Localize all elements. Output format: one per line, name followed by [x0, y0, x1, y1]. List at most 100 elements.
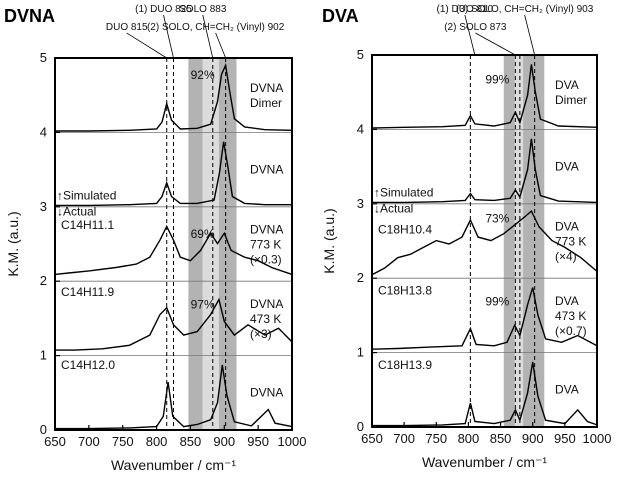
sample-label: C14H12.0: [61, 358, 115, 372]
x-tick-label: 650: [44, 434, 66, 449]
x-tick-label: 950: [247, 434, 269, 449]
sample-label: C18H10.4: [378, 223, 432, 237]
actual-label: ↓Actual: [374, 202, 413, 216]
sample-label: C14H11.1: [61, 218, 114, 232]
x-tick-label: 750: [425, 431, 447, 446]
peak-annotation: (2) SOLO 873: [444, 22, 507, 33]
annotation-arrow: [464, 14, 476, 56]
peak-annotation: (1) DUO 825: [135, 4, 192, 15]
x-tick-label: 700: [78, 434, 100, 449]
x-tick-label: 850: [490, 431, 512, 446]
series-label: DVA: [555, 159, 579, 173]
x-tick-label: 700: [393, 431, 415, 446]
series-label: (×3): [250, 327, 272, 341]
annotation-arrow: [524, 14, 536, 56]
annotation-arrow: [126, 32, 167, 59]
series-label: DVA: [555, 220, 579, 234]
series-label: DVNA: [250, 297, 283, 311]
simulated-label: ↑Simulated: [374, 185, 433, 199]
x-tick-label: 900: [522, 431, 544, 446]
series-label: DVA: [555, 78, 579, 92]
panel-title: DVA: [322, 6, 359, 26]
series-label: Dimer: [555, 93, 587, 107]
annotation-arrow: [163, 14, 174, 59]
percent-label: 92%: [191, 68, 215, 82]
x-tick-label: 1000: [583, 431, 612, 446]
peak-annotation: (1) DUO 810: [437, 4, 494, 15]
series-label: 473 K: [555, 309, 586, 323]
highlight-band: [523, 55, 545, 427]
panel-title: DVNA: [4, 6, 55, 26]
spectrum-line: [372, 138, 598, 204]
series-label: (×0.7): [555, 324, 587, 338]
x-tick-label: 650: [361, 431, 383, 446]
simulated-label: ↑Simulated: [57, 188, 116, 202]
series-label: 773 K: [555, 235, 586, 249]
series-label: Dimer: [250, 96, 282, 110]
peak-annotation: SOLO 883: [179, 4, 227, 15]
y-tick-label: 0: [40, 422, 47, 437]
sample-label: C18H13.8: [378, 284, 432, 298]
actual-label: ↓Actual: [57, 205, 96, 219]
y-tick-label: 3: [357, 196, 364, 211]
x-axis-label: Wavenumber / cm⁻¹: [422, 454, 547, 470]
y-tick-label: 5: [357, 47, 364, 62]
series-label: DVA: [555, 294, 579, 308]
spectrum-line: [371, 287, 598, 350]
percent-label: 97%: [191, 298, 215, 312]
spectrum-line: [372, 361, 598, 427]
light-band: [202, 58, 219, 430]
y-tick-label: 0: [357, 419, 364, 434]
highlight-band: [188, 58, 203, 430]
plot-frame: [371, 54, 598, 428]
spectrum-line: [55, 364, 293, 430]
spectrum-line: [55, 141, 292, 207]
series-label: (×0.3): [250, 253, 282, 267]
sample-label: C18H13.9: [378, 358, 432, 372]
x-tick-label: 800: [146, 434, 168, 449]
percent-label: 69%: [191, 227, 215, 241]
x-tick-label: 750: [112, 434, 134, 449]
annotation-arrow: [202, 14, 214, 59]
series-label: DVA: [555, 383, 579, 397]
y-axis-label: K.M. (a.u.): [5, 211, 21, 276]
y-axis-label: K.M. (a.u.): [321, 208, 337, 273]
y-tick-label: 5: [40, 50, 47, 65]
y-tick-label: 3: [40, 199, 47, 214]
y-tick-label: 2: [40, 273, 47, 288]
annotation-arrow: [475, 32, 516, 56]
percent-label: 73%: [485, 211, 509, 225]
percent-label: 99%: [485, 295, 509, 309]
x-tick-label: 1000: [278, 434, 307, 449]
y-tick-label: 4: [357, 121, 364, 136]
series-label: 773 K: [250, 238, 281, 252]
y-tick-label: 1: [357, 345, 364, 360]
peak-annotation: DUO 815: [106, 22, 148, 33]
spectrum-line: [55, 62, 293, 132]
highlight-band: [218, 58, 237, 430]
series-label: DVNA: [250, 223, 283, 237]
light-band: [514, 55, 524, 427]
series-label: DVNA: [250, 386, 283, 400]
highlight-band: [503, 55, 515, 427]
x-tick-label: 800: [458, 431, 480, 446]
series-label: DVNA: [250, 81, 283, 95]
spectrum-line: [54, 224, 293, 276]
peak-annotation: (2) SOLO, CH=CH₂ (Vinyl) 902: [147, 22, 285, 33]
series-label: 473 K: [250, 312, 281, 326]
spectrum-line: [371, 64, 598, 129]
y-tick-label: 2: [357, 270, 364, 285]
x-tick-label: 900: [213, 434, 235, 449]
x-tick-label: 950: [554, 431, 576, 446]
series-label: (×4): [555, 250, 577, 264]
sample-label: C14H11.9: [61, 285, 114, 299]
percent-label: 99%: [485, 72, 509, 86]
spectrum-line: [371, 209, 598, 276]
y-tick-label: 1: [40, 348, 47, 363]
y-tick-label: 4: [40, 124, 47, 139]
series-label: DVNA: [250, 162, 283, 176]
x-axis-label: Wavenumber / cm⁻¹: [111, 457, 236, 473]
